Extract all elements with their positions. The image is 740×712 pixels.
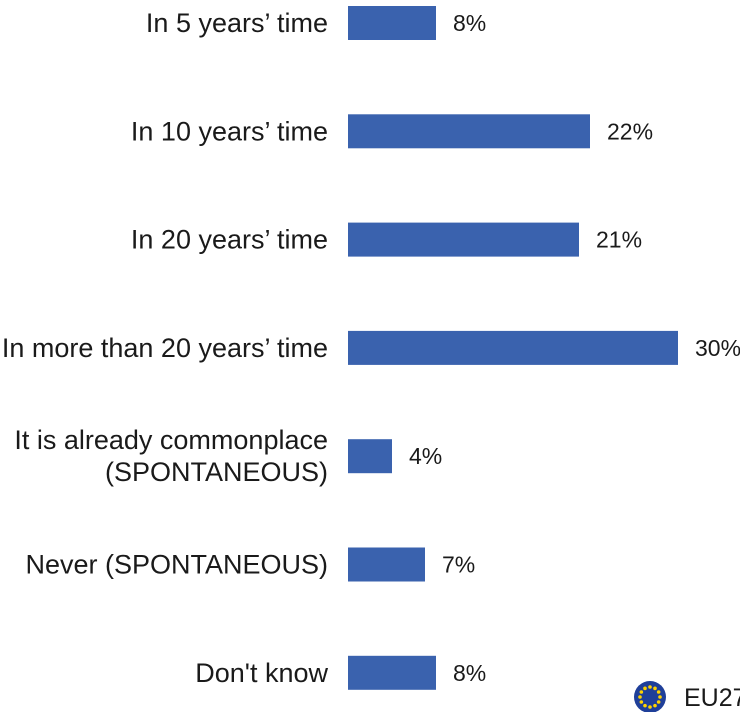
bar — [348, 114, 590, 148]
bars — [348, 6, 678, 690]
eu-star-icon — [648, 685, 652, 689]
category-labels: In 5 years’ time In 10 years’ time In 20 y… — [2, 8, 329, 688]
category-label-line: In more than 20 years’ time — [2, 333, 328, 363]
eu-star-icon — [643, 687, 647, 691]
eu-star-icon — [653, 687, 657, 691]
eu-star-icon — [638, 695, 642, 699]
eu-star-icon — [657, 700, 661, 704]
value-label: 22% — [607, 118, 653, 144]
category-label: In 20 years’ time — [131, 225, 328, 255]
category-label-line: In 20 years’ time — [131, 225, 328, 255]
eu-star-icon — [657, 690, 661, 694]
category-label-line: In 10 years’ time — [131, 116, 328, 146]
legend-entry-eu27: EU27 — [684, 684, 740, 712]
eu-star-icon — [658, 695, 662, 699]
legend: EU27 — [634, 681, 740, 712]
eu-star-icon — [640, 690, 644, 694]
category-label: It is already commonplace (SPONTANEOUS) — [14, 425, 328, 487]
category-label-line: It is already commonplace — [14, 425, 328, 455]
category-label-line: Don't know — [195, 658, 328, 688]
category-label: In 5 years’ time — [146, 8, 328, 38]
eu-star-icon — [653, 704, 657, 708]
bar — [348, 6, 436, 40]
value-label: 21% — [596, 227, 642, 253]
value-label: 4% — [409, 443, 442, 469]
bar — [348, 223, 579, 257]
value-label: 8% — [453, 660, 486, 686]
bar — [348, 331, 678, 365]
eu-star-icon — [640, 700, 644, 704]
category-label: Never (SPONTANEOUS) — [25, 550, 328, 580]
value-label: 7% — [442, 552, 475, 578]
bar — [348, 548, 425, 582]
value-label: 8% — [453, 10, 486, 36]
category-label-line: Never (SPONTANEOUS) — [25, 550, 328, 580]
bar — [348, 439, 392, 473]
category-label-line: (SPONTANEOUS) — [105, 457, 328, 487]
value-label: 30% — [695, 335, 740, 361]
category-label: Don't know — [195, 658, 328, 688]
category-label-line: In 5 years’ time — [146, 8, 328, 38]
category-label: In 10 years’ time — [131, 116, 328, 146]
category-label: In more than 20 years’ time — [2, 333, 328, 363]
eu-star-icon — [643, 704, 647, 708]
bar — [348, 656, 436, 690]
eu-star-icon — [648, 705, 652, 709]
